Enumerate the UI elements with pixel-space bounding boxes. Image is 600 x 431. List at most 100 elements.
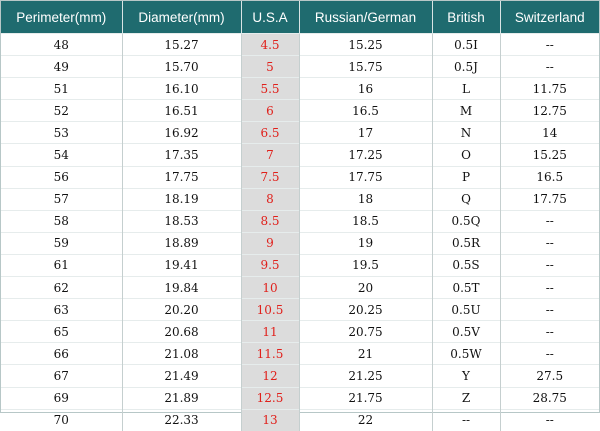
- cell-british: 0.5T: [431, 276, 500, 299]
- table-row: 49 15.70 5 15.75 0.5J --: [1, 55, 599, 78]
- cell-usa: 11: [240, 320, 299, 343]
- cell-switzerland: --: [499, 320, 599, 343]
- cell-british: 0.5J: [431, 55, 500, 78]
- cell-diameter: 21.08: [121, 342, 241, 365]
- table-row: 59 18.89 9 19 0.5R --: [1, 231, 599, 255]
- cell-british: 0.5R: [431, 231, 500, 255]
- table-row: 69 21.89 12.5 21.75 Z 28.75: [1, 386, 599, 410]
- cell-usa: 11.5: [240, 342, 299, 365]
- cell-diameter: 17.75: [121, 165, 241, 189]
- cell-switzerland: 28.75: [499, 386, 599, 410]
- cell-russian-german: 20.75: [298, 320, 432, 343]
- cell-switzerland: --: [499, 276, 599, 299]
- cell-switzerland: 27.5: [499, 364, 599, 387]
- cell-russian-german: 18: [298, 187, 432, 211]
- cell-switzerland: --: [499, 209, 599, 233]
- cell-switzerland: 14: [499, 121, 599, 144]
- cell-russian-german: 16: [298, 77, 432, 100]
- cell-diameter: 22.33: [121, 408, 241, 431]
- cell-perimeter: 69: [1, 386, 122, 410]
- cell-switzerland: 12.75: [499, 99, 599, 122]
- cell-usa: 9.5: [240, 253, 299, 277]
- cell-perimeter: 53: [1, 121, 122, 144]
- table-row: 54 17.35 7 17.25 O 15.25: [1, 143, 599, 167]
- cell-british: 0.5I: [431, 32, 500, 56]
- cell-british: Z: [431, 386, 500, 410]
- cell-russian-german: 17.25: [298, 143, 432, 167]
- header-usa: U.S.A: [240, 1, 299, 34]
- cell-switzerland: --: [499, 408, 599, 431]
- cell-perimeter: 66: [1, 342, 122, 365]
- cell-russian-german: 21.75: [298, 386, 432, 410]
- cell-diameter: 20.20: [121, 298, 241, 321]
- cell-british: L: [431, 77, 500, 100]
- cell-diameter: 15.27: [121, 32, 241, 56]
- cell-british: Q: [431, 187, 500, 211]
- cell-usa: 9: [240, 231, 299, 255]
- cell-diameter: 18.53: [121, 209, 241, 233]
- cell-usa: 12: [240, 364, 299, 387]
- cell-switzerland: --: [499, 231, 599, 255]
- cell-british: 0.5W: [431, 342, 500, 365]
- cell-british: M: [431, 99, 500, 122]
- cell-diameter: 16.51: [121, 99, 241, 122]
- cell-usa: 5.5: [240, 77, 299, 100]
- cell-switzerland: --: [499, 32, 599, 56]
- cell-usa: 10: [240, 276, 299, 299]
- cell-switzerland: --: [499, 253, 599, 277]
- cell-perimeter: 52: [1, 99, 122, 122]
- cell-usa: 7.5: [240, 165, 299, 189]
- cell-diameter: 17.35: [121, 143, 241, 167]
- cell-perimeter: 63: [1, 298, 122, 321]
- table-body: 48 15.27 4.5 15.25 0.5I -- 49 15.70 5 15.75 0.5J --…: [1, 32, 599, 431]
- cell-perimeter: 49: [1, 55, 122, 78]
- table-row: 63 20.20 10.5 20.25 0.5U --: [1, 298, 599, 321]
- cell-switzerland: --: [499, 55, 599, 78]
- cell-diameter: 19.84: [121, 276, 241, 299]
- table-row: 61 19.41 9.5 19.5 0.5S --: [1, 253, 599, 277]
- table-row: 52 16.51 6 16.5 M 12.75: [1, 99, 599, 122]
- cell-british: O: [431, 143, 500, 167]
- cell-diameter: 18.19: [121, 187, 241, 211]
- cell-british: 0.5U: [431, 298, 500, 321]
- cell-perimeter: 65: [1, 320, 122, 343]
- cell-british: P: [431, 165, 500, 189]
- cell-russian-german: 20: [298, 276, 432, 299]
- cell-perimeter: 58: [1, 209, 122, 233]
- cell-usa: 10.5: [240, 298, 299, 321]
- cell-british: N: [431, 121, 500, 144]
- cell-usa: 6: [240, 99, 299, 122]
- cell-switzerland: 15.25: [499, 143, 599, 167]
- cell-russian-german: 21: [298, 342, 432, 365]
- cell-usa: 8.5: [240, 209, 299, 233]
- header-russian-german: Russian/German: [298, 1, 432, 34]
- cell-russian-german: 15.25: [298, 32, 432, 56]
- cell-russian-german: 17: [298, 121, 432, 144]
- cell-diameter: 21.89: [121, 386, 241, 410]
- cell-diameter: 16.10: [121, 77, 241, 100]
- table-row: 48 15.27 4.5 15.25 0.5I --: [1, 32, 599, 56]
- cell-usa: 4.5: [240, 32, 299, 56]
- cell-russian-german: 16.5: [298, 99, 432, 122]
- cell-russian-german: 21.25: [298, 364, 432, 387]
- cell-russian-german: 15.75: [298, 55, 432, 78]
- cell-usa: 12.5: [240, 386, 299, 410]
- table-row: 53 16.92 6.5 17 N 14: [1, 121, 599, 144]
- cell-diameter: 15.70: [121, 55, 241, 78]
- table-row: 56 17.75 7.5 17.75 P 16.5: [1, 165, 599, 189]
- cell-perimeter: 61: [1, 253, 122, 277]
- cell-usa: 7: [240, 143, 299, 167]
- cell-perimeter: 51: [1, 77, 122, 100]
- cell-diameter: 19.41: [121, 253, 241, 277]
- cell-perimeter: 62: [1, 276, 122, 299]
- cell-switzerland: 11.75: [499, 77, 599, 100]
- cell-perimeter: 54: [1, 143, 122, 167]
- cell-perimeter: 56: [1, 165, 122, 189]
- cell-russian-german: 19.5: [298, 253, 432, 277]
- header-british: British: [431, 1, 500, 34]
- header-diameter: Diameter(mm): [121, 1, 241, 34]
- cell-british: 0.5S: [431, 253, 500, 277]
- cell-diameter: 21.49: [121, 364, 241, 387]
- cell-perimeter: 57: [1, 187, 122, 211]
